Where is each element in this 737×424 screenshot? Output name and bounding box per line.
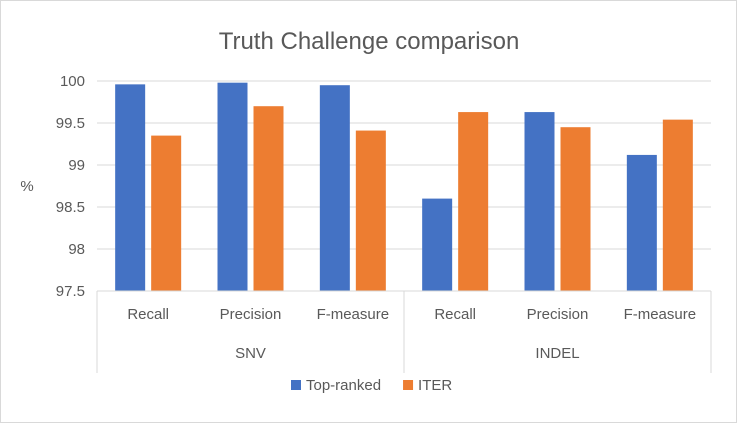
legend-label: Top-ranked [306, 377, 381, 394]
grid-layer [97, 80, 711, 250]
bar-iter [662, 119, 693, 291]
axis-layer: 100 99.5 99 98.5 98 97.5 Recall Precision F-meas… [56, 73, 712, 373]
bar-top-ranked [422, 198, 453, 291]
bar-iter [355, 130, 386, 291]
x-group-label: SNV [235, 345, 266, 362]
y-tick-label: 98.5 [56, 199, 85, 216]
x-category-label: Precision [220, 306, 282, 323]
legend-swatch [291, 380, 301, 390]
bar-top-ranked [115, 84, 146, 291]
bar-iter [253, 106, 284, 291]
x-category-label: F-measure [624, 306, 697, 323]
x-category-label: F-measure [317, 306, 390, 323]
legend-label: ITER [418, 377, 452, 394]
legend: Top-ranked ITER [291, 377, 452, 394]
bar-top-ranked [524, 112, 555, 291]
y-tick-label: 98 [68, 241, 85, 258]
x-category-label: Recall [127, 306, 169, 323]
x-category-label: Precision [527, 306, 589, 323]
bars-layer [115, 82, 693, 292]
x-group-label: INDEL [535, 345, 579, 362]
bar-top-ranked [217, 82, 248, 292]
bar-top-ranked [319, 85, 350, 291]
y-axis-label: % [20, 178, 33, 195]
bar-iter [151, 135, 182, 291]
y-tick-label: 99 [68, 157, 85, 174]
legend-swatch [403, 380, 414, 390]
y-tick-label: 97.5 [56, 283, 85, 300]
bar-iter [560, 127, 591, 291]
x-category-label: Recall [434, 306, 476, 323]
chart-title: Truth Challenge comparison [219, 28, 520, 55]
y-tick-label: 100 [60, 73, 85, 90]
bar-top-ranked [626, 154, 657, 291]
bar-iter [458, 112, 489, 291]
y-tick-label: 99.5 [56, 115, 85, 132]
